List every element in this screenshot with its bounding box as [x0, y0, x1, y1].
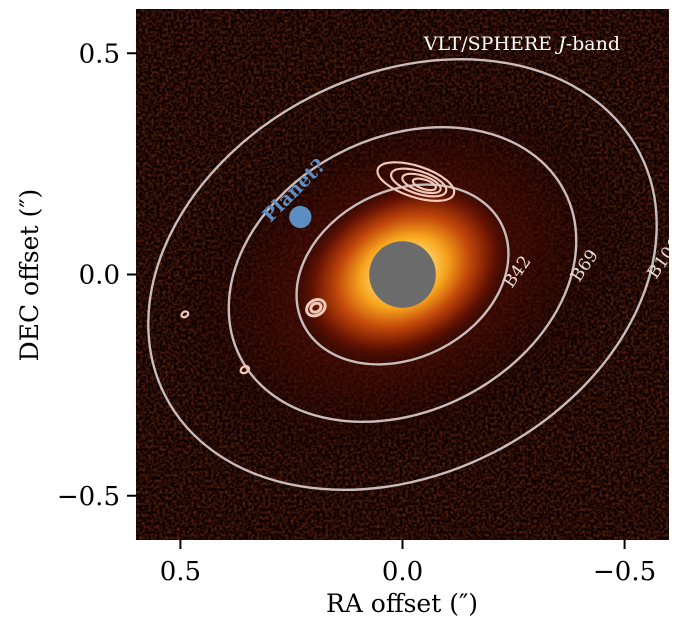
y-tick-label: −0.5 — [57, 482, 120, 512]
x-axis-label: RA offset (″) — [326, 589, 478, 618]
plot-area: B42 B69 B101 Planet? VLT/SPHERE J-band — [136, 9, 669, 540]
y-axis-label: DEC offset (″) — [15, 189, 44, 362]
contour-level — [389, 167, 448, 198]
x-tick-label: −0.5 — [593, 557, 656, 587]
contour-level — [401, 172, 442, 195]
contour-level — [180, 310, 190, 319]
planet-candidate-marker — [289, 205, 312, 229]
ring-b101 — [147, 57, 658, 492]
contour-level — [376, 161, 456, 202]
x-tick-label: 0.5 — [160, 557, 201, 587]
contour-level — [309, 301, 323, 314]
contour-level — [305, 298, 327, 318]
contours — [180, 161, 456, 375]
y-axis: 0.5 0.0 −0.5 — [57, 39, 136, 512]
ring-b69 — [227, 126, 578, 423]
ring-b42 — [295, 183, 510, 366]
x-axis: 0.5 0.0 −0.5 — [160, 540, 656, 587]
coronagraph-mask — [369, 241, 436, 308]
x-tick-label: 0.0 — [382, 557, 423, 587]
panel-title: VLT/SPHERE J-band — [423, 33, 620, 55]
y-tick-label: 0.0 — [79, 261, 120, 291]
y-tick-label: 0.5 — [79, 39, 120, 69]
contour-level — [411, 177, 437, 192]
contour-level — [239, 365, 251, 375]
